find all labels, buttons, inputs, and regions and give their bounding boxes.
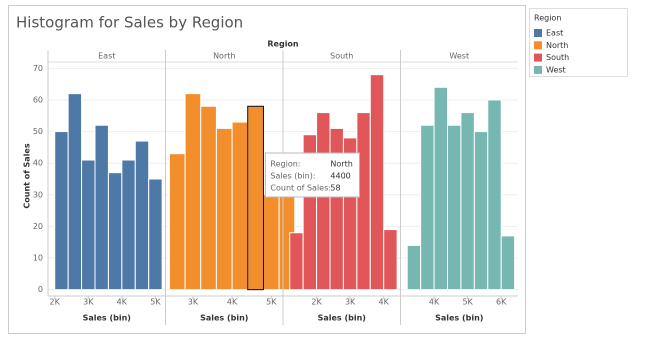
x-tick-label: 4K	[227, 298, 238, 307]
histogram-bar	[289, 232, 304, 291]
histogram-bar	[200, 105, 217, 291]
x-tick-label: 4K	[379, 298, 390, 307]
histogram-bar	[215, 127, 233, 291]
histogram-bar	[148, 178, 163, 291]
histogram-bar	[121, 159, 136, 291]
tooltip-box	[264, 152, 360, 198]
y-axis-label: Count of Sales	[23, 143, 32, 208]
facet-header: North	[213, 52, 235, 61]
facet-header: West	[449, 52, 469, 61]
histogram-bar	[94, 124, 109, 291]
histogram-bar	[247, 105, 264, 291]
histogram-bar	[134, 140, 150, 291]
x-axis-label: Sales (bin)	[435, 314, 483, 323]
histogram-bar	[406, 244, 422, 291]
tooltip-value: 4400	[330, 172, 350, 181]
x-tick-label: 2K	[311, 298, 322, 307]
histogram-bar	[231, 121, 249, 291]
histogram-bar	[81, 159, 96, 291]
y-tick-label: 50	[33, 127, 43, 136]
y-tick-label: 30	[33, 190, 43, 199]
legend-entry: West	[546, 65, 566, 74]
histogram-bar	[67, 93, 83, 291]
histogram-bar	[54, 131, 69, 291]
histogram-bar	[433, 86, 449, 291]
histogram-bar	[500, 235, 516, 291]
y-tick-label: 0	[38, 285, 43, 294]
histogram-bar	[487, 99, 502, 291]
tooltip-label: Region:	[270, 160, 300, 169]
histogram-bar	[107, 172, 123, 291]
y-tick-label: 70	[33, 64, 43, 73]
x-tick-label: 5K	[462, 298, 473, 307]
x-tick-label: 3K	[345, 298, 356, 307]
histogram-bar	[262, 194, 280, 291]
histogram-bar	[184, 93, 202, 291]
x-tick-label: 2K	[50, 298, 61, 307]
histogram-bar	[383, 229, 398, 291]
legend-swatch	[534, 65, 542, 74]
histogram-bar	[369, 74, 385, 291]
x-tick-label: 4K	[429, 298, 440, 307]
legend-title: Region	[534, 14, 561, 23]
histogram-bar	[473, 131, 489, 291]
x-axis-label: Sales (bin)	[83, 314, 131, 323]
x-tick-label: 5K	[266, 298, 277, 307]
facet-label: Region	[267, 40, 299, 49]
histogram-bar	[356, 112, 371, 291]
histogram-bar	[460, 112, 475, 291]
histogram-bar	[420, 124, 435, 291]
chart-title: Histogram for Sales by Region	[16, 14, 243, 32]
x-axis-label: Sales (bin)	[318, 314, 366, 323]
tooltip-value: North	[330, 160, 352, 169]
legend-swatch	[534, 53, 542, 62]
histogram-bar	[168, 153, 186, 291]
y-tick-label: 40	[33, 159, 43, 168]
histogram-bar	[447, 124, 462, 291]
tooltip-label: Count of Sales:	[270, 184, 331, 193]
facet-header: South	[330, 52, 353, 61]
x-tick-label: 4K	[117, 298, 128, 307]
legend-entry: South	[546, 53, 569, 62]
legend-entry: East	[546, 29, 563, 38]
facet-header: East	[98, 52, 115, 61]
y-tick-label: 60	[33, 95, 43, 104]
selected-bar-outline	[247, 105, 264, 291]
x-tick-label: 6K	[496, 298, 507, 307]
x-tick-label: 3K	[188, 298, 199, 307]
x-axis-label: Sales (bin)	[200, 314, 248, 323]
y-tick-label: 10	[33, 254, 43, 263]
legend-entry: North	[546, 41, 568, 50]
tooltip-label: Sales (bin):	[270, 172, 315, 181]
legend-swatch	[534, 41, 542, 50]
histogram-bar	[316, 112, 331, 291]
x-tick-label: 3K	[83, 298, 94, 307]
legend-box	[529, 8, 628, 77]
tooltip-value: 58	[330, 184, 340, 193]
x-tick-label: 5K	[150, 298, 161, 307]
y-tick-label: 20	[33, 222, 43, 231]
legend-swatch	[534, 29, 542, 37]
